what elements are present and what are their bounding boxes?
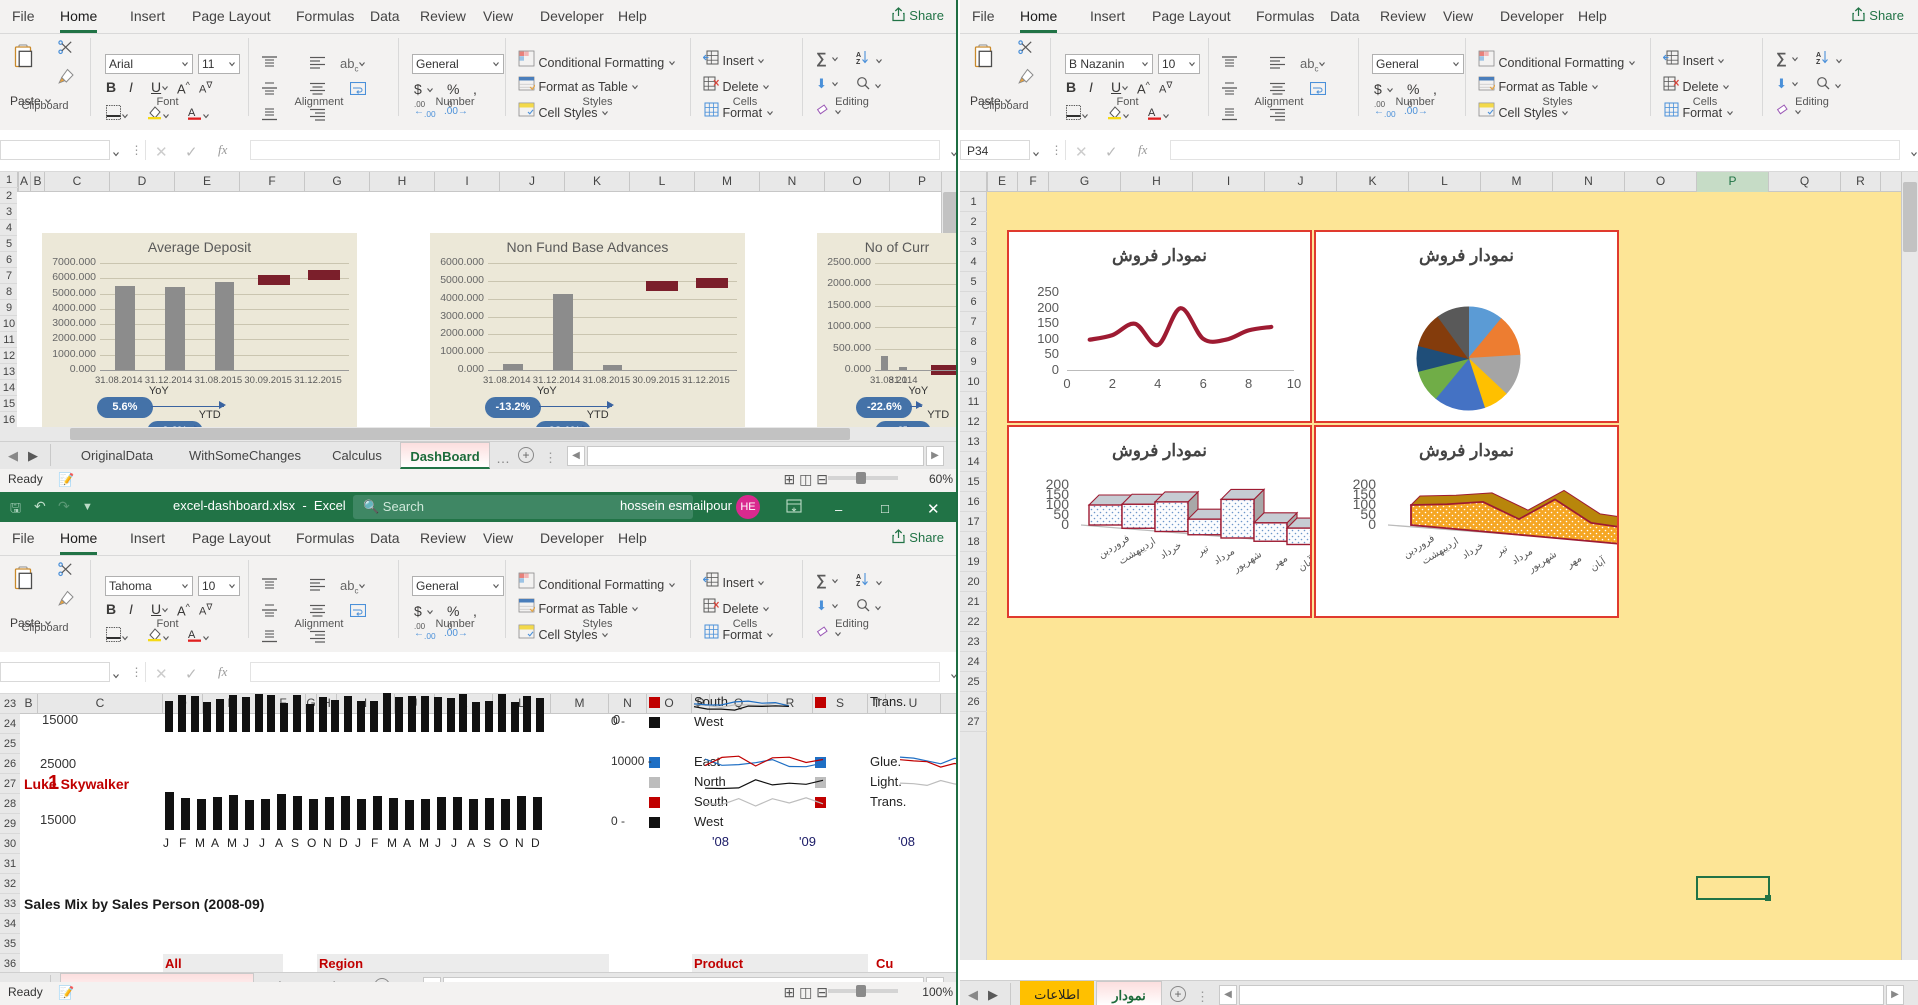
svg-text:A: A (856, 574, 861, 581)
svg-text:A: A (188, 107, 196, 119)
svg-text:Z: Z (856, 581, 861, 587)
svg-text:A: A (1148, 107, 1156, 119)
svg-text:A: A (856, 52, 861, 59)
svg-text:Z: Z (856, 59, 861, 65)
svg-text:A: A (1816, 52, 1821, 59)
svg-text:A: A (188, 629, 196, 641)
svg-text:Z: Z (1816, 59, 1821, 65)
